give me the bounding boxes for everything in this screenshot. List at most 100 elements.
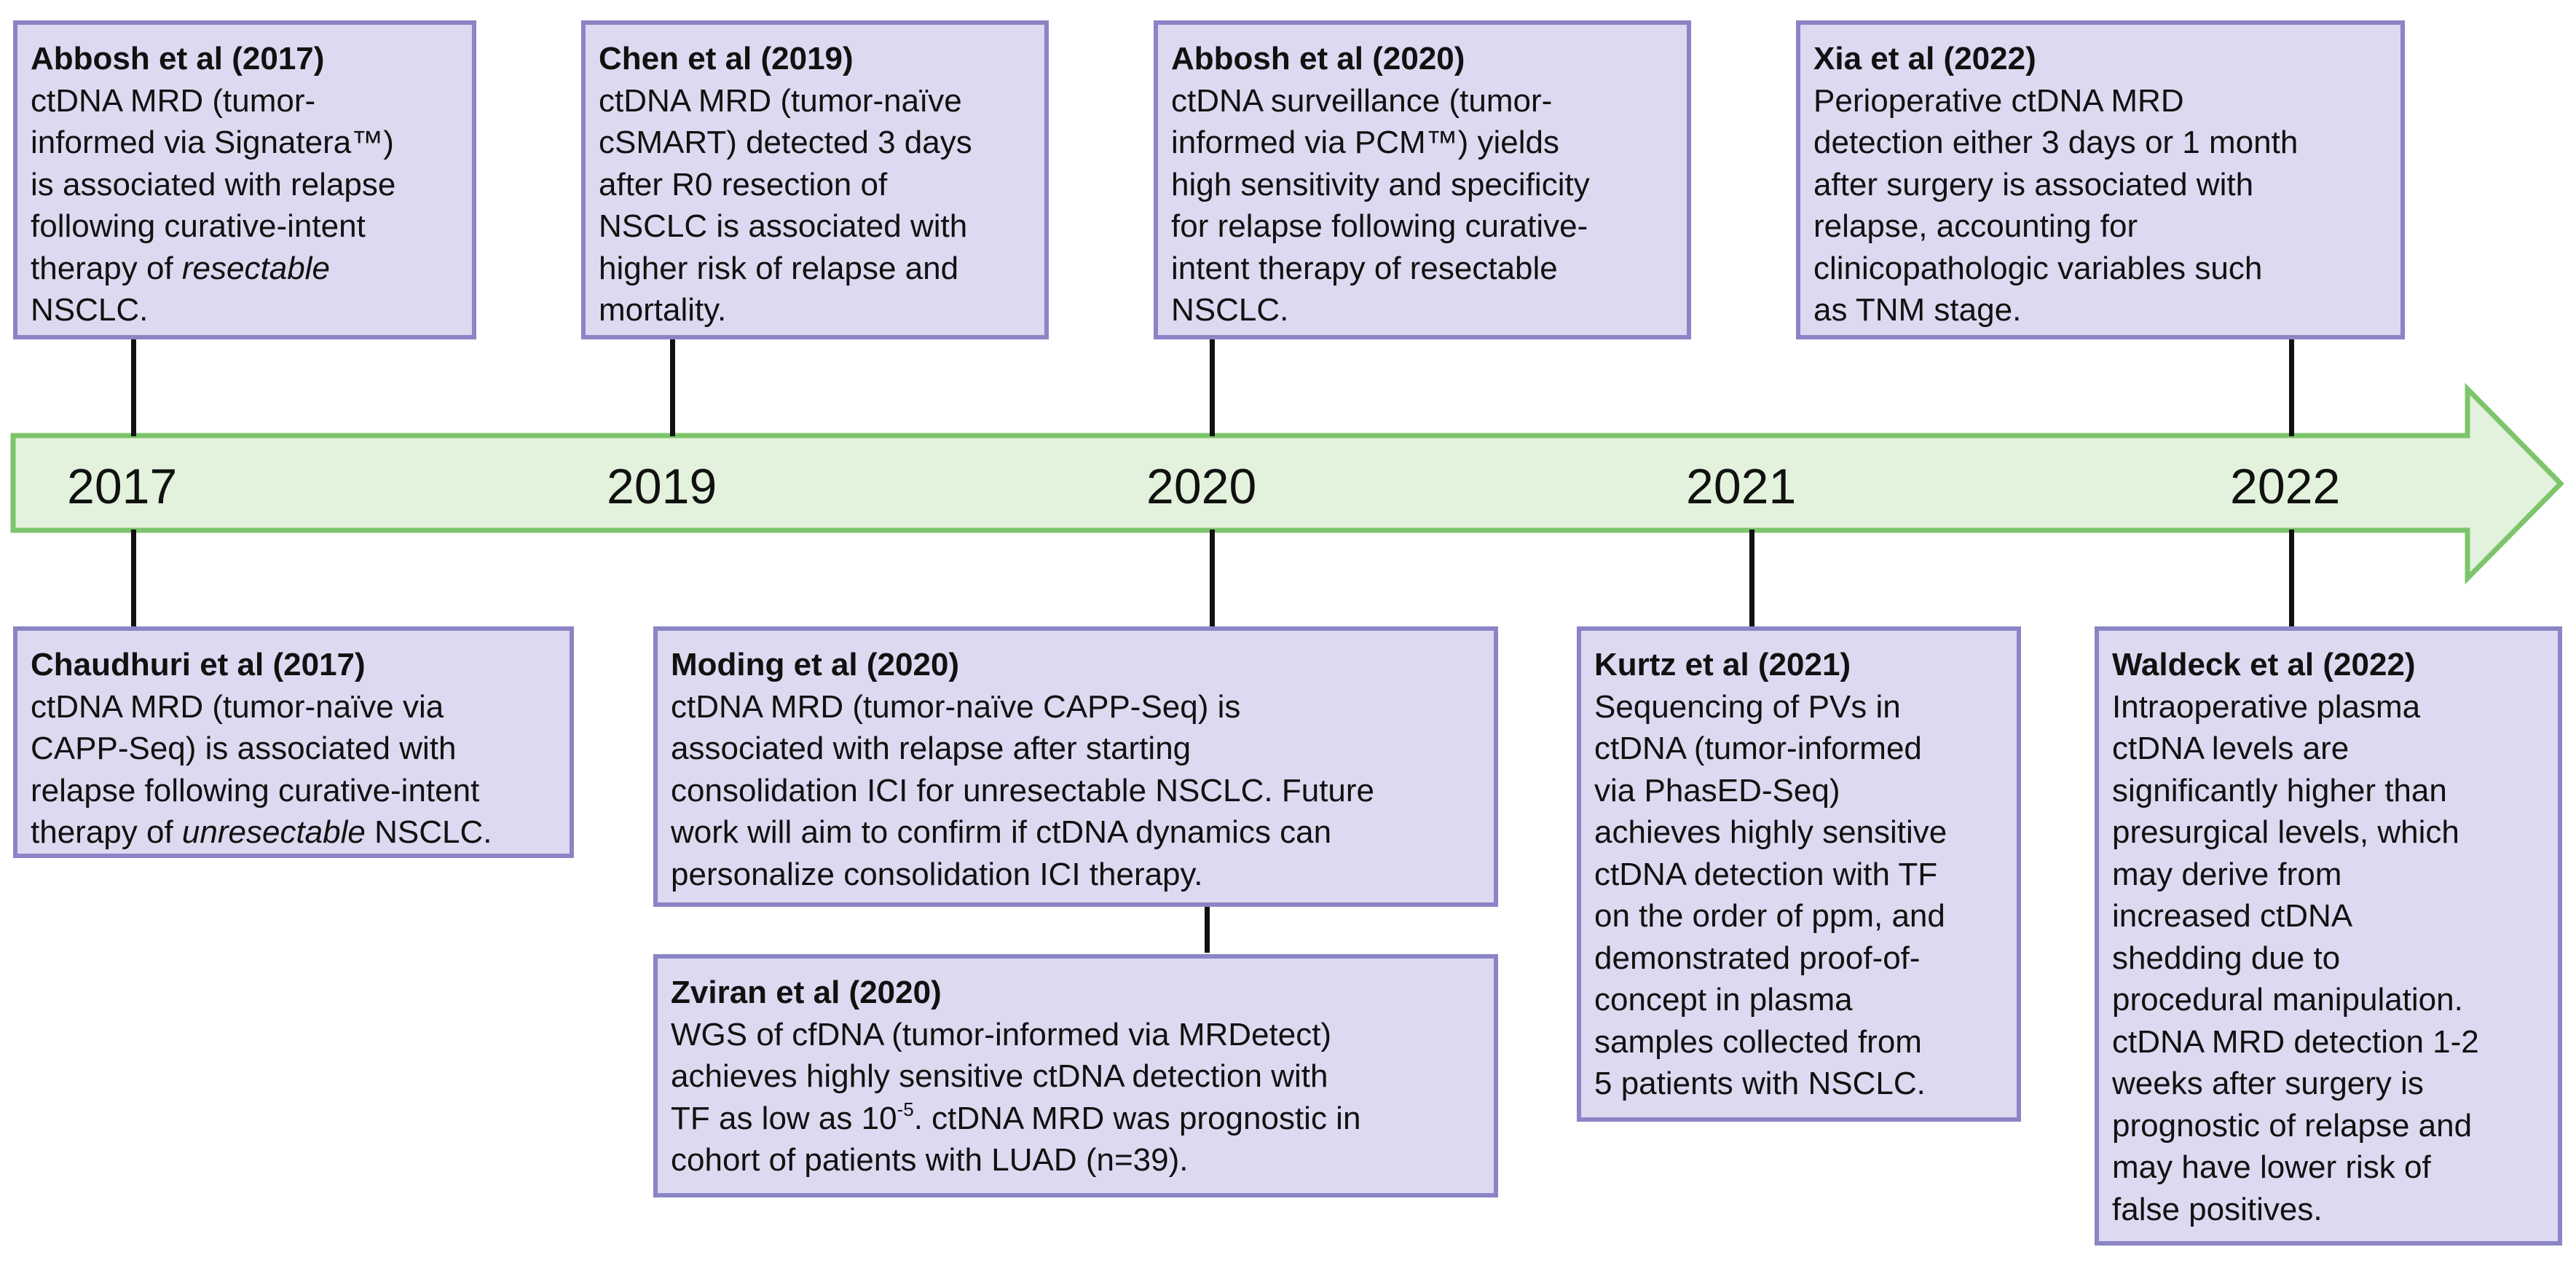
card-text: . ctDNA MRD was prognostic in — [913, 1100, 1361, 1136]
card-line: 5 patients with NSCLC. — [1594, 1066, 1926, 1101]
card-line: prognostic of relapse and — [2112, 1107, 2473, 1144]
card-line: is associated with relapse — [31, 166, 396, 202]
card-line: ctDNA MRD (tumor-naïve via — [31, 688, 444, 725]
card-title: Abbosh et al (2017) — [31, 41, 325, 76]
card-line: weeks after surgery is — [2112, 1066, 2424, 1101]
card-line: higher risk of relapse and — [599, 250, 959, 286]
card-line: CAPP-Seq) is associated with — [31, 731, 457, 766]
connector-abbosh-2017 — [131, 337, 136, 436]
card-abbosh-2020: Abbosh et al (2020) ctDNA surveillance (… — [1154, 20, 1691, 339]
card-line: TF as low as 10-5. ctDNA MRD was prognos… — [671, 1098, 1481, 1140]
card-line: may have lower risk of — [2112, 1149, 2431, 1185]
connector-kurtz-2021 — [1749, 530, 1754, 629]
card-title: Chen et al (2019) — [599, 41, 854, 76]
card-line: ctDNA MRD (tumor-naïve CAPP-Seq) is — [671, 688, 1241, 725]
card-line: false positives. — [2112, 1191, 2323, 1227]
card-line: informed via PCM™) yields — [1171, 125, 1560, 160]
connector-zviran-2020 — [1205, 905, 1210, 953]
card-title: Xia et al (2022) — [1813, 41, 2036, 76]
card-line: mortality. — [599, 292, 727, 328]
connector-chaudhuri-2017 — [131, 530, 136, 629]
card-line: as TNM stage. — [1813, 292, 2022, 328]
card-emphasis: resectable — [181, 250, 330, 286]
card-line: Sequencing of PVs in — [1594, 688, 1901, 725]
card-line: ctDNA detection with TF — [1594, 856, 1938, 892]
card-line: informed via Signatera™) — [31, 125, 394, 160]
card-line: ctDNA MRD (tumor- — [31, 82, 316, 119]
card-text: therapy of — [31, 250, 182, 286]
card-moding-2020: Moding et al (2020) ctDNA MRD (tumor-naï… — [653, 626, 1498, 907]
card-line: therapy of resectable — [31, 248, 459, 290]
card-text: therapy of — [31, 814, 182, 850]
card-line: NSCLC is associated with — [599, 208, 968, 244]
connector-chen-2019 — [670, 337, 675, 436]
year-label-2021: 2021 — [1686, 459, 1797, 514]
card-line: significantly higher than — [2112, 772, 2447, 808]
card-line: therapy of unresectable NSCLC. — [31, 811, 556, 854]
card-line: clinicopathologic variables such — [1813, 250, 2263, 286]
card-line: work will aim to confirm if ctDNA dynami… — [671, 814, 1332, 850]
year-label-2019: 2019 — [607, 459, 717, 514]
card-title: Abbosh et al (2020) — [1171, 41, 1465, 76]
card-line: WGS of cfDNA (tumor-informed via MRDetec… — [671, 1016, 1332, 1052]
card-xia-2022: Xia et al (2022) Perioperative ctDNA MRD… — [1796, 20, 2405, 339]
card-title: Chaudhuri et al (2017) — [31, 647, 366, 682]
card-line: ctDNA MRD detection 1-2 — [2112, 1023, 2479, 1060]
connector-abbosh-2020 — [1210, 337, 1215, 436]
card-superscript: -5 — [897, 1098, 914, 1120]
card-title: Kurtz et al (2021) — [1594, 647, 1851, 682]
card-title: Waldeck et al (2022) — [2112, 647, 2416, 682]
card-text: NSCLC. — [365, 814, 492, 850]
card-line: high sensitivity and specificity — [1171, 166, 1590, 202]
card-line: on the order of ppm, and — [1594, 898, 1945, 934]
card-line: may derive from — [2112, 856, 2342, 892]
card-title: Moding et al (2020) — [671, 647, 960, 682]
timeline-arrow-shape — [10, 382, 2564, 585]
card-line: following curative-intent — [31, 208, 366, 244]
card-line: achieves highly sensitive ctDNA detectio… — [671, 1058, 1328, 1094]
card-line: relapse following curative-intent — [31, 772, 480, 808]
card-line: Intraoperative plasma — [2112, 688, 2421, 725]
card-line: demonstrated proof-of- — [1594, 940, 1921, 976]
card-abbosh-2017: Abbosh et al (2017) ctDNA MRD (tumor- in… — [13, 20, 476, 339]
card-line: presurgical levels, which — [2112, 814, 2459, 850]
card-line: shedding due to — [2112, 940, 2341, 976]
card-line: intent therapy of resectable — [1171, 250, 1558, 286]
card-line: associated with relapse after starting — [671, 731, 1192, 766]
card-line: consolidation ICI for unresectable NSCLC… — [671, 772, 1375, 808]
card-line: NSCLC. — [31, 292, 149, 328]
card-line: cSMART) detected 3 days — [599, 125, 972, 160]
card-line: ctDNA surveillance (tumor- — [1171, 82, 1553, 119]
card-emphasis: unresectable — [181, 814, 366, 850]
card-line: Perioperative ctDNA MRD — [1813, 82, 2184, 119]
card-line: concept in plasma — [1594, 982, 1853, 1018]
card-line: for relapse following curative- — [1171, 208, 1588, 244]
connector-xia-2022 — [2289, 337, 2294, 436]
card-line: cohort of patients with LUAD (n=39). — [671, 1142, 1189, 1178]
card-line: detection either 3 days or 1 month — [1813, 125, 2299, 160]
card-line: via PhasED-Seq) — [1594, 772, 1840, 808]
card-line: ctDNA MRD (tumor-naïve — [599, 82, 962, 119]
card-chen-2019: Chen et al (2019) ctDNA MRD (tumor-naïve… — [581, 20, 1049, 339]
year-label-2017: 2017 — [67, 459, 178, 514]
card-zviran-2020: Zviran et al (2020) WGS of cfDNA (tumor-… — [653, 954, 1498, 1197]
connector-waldeck-2022 — [2289, 530, 2294, 629]
card-text: TF as low as 10 — [671, 1100, 897, 1136]
card-line: procedural manipulation. — [2112, 982, 2463, 1018]
year-label-2020: 2020 — [1146, 459, 1257, 514]
card-line: achieves highly sensitive — [1594, 814, 1947, 850]
card-title: Zviran et al (2020) — [671, 975, 942, 1010]
card-line: personalize consolidation ICI therapy. — [671, 856, 1203, 892]
card-line: after R0 resection of — [599, 166, 888, 202]
card-line: ctDNA levels are — [2112, 731, 2349, 766]
card-kurtz-2021: Kurtz et al (2021) Sequencing of PVs in … — [1577, 626, 2021, 1122]
card-line: samples collected from — [1594, 1023, 1922, 1060]
card-line: increased ctDNA — [2112, 898, 2353, 934]
card-line: ctDNA (tumor-informed — [1594, 731, 1922, 766]
year-label-2022: 2022 — [2230, 459, 2341, 514]
card-line: NSCLC. — [1171, 292, 1289, 328]
card-waldeck-2022: Waldeck et al (2022) Intraoperative plas… — [2095, 626, 2562, 1246]
card-chaudhuri-2017: Chaudhuri et al (2017) ctDNA MRD (tumor-… — [13, 626, 574, 858]
card-line: relapse, accounting for — [1813, 208, 2138, 244]
